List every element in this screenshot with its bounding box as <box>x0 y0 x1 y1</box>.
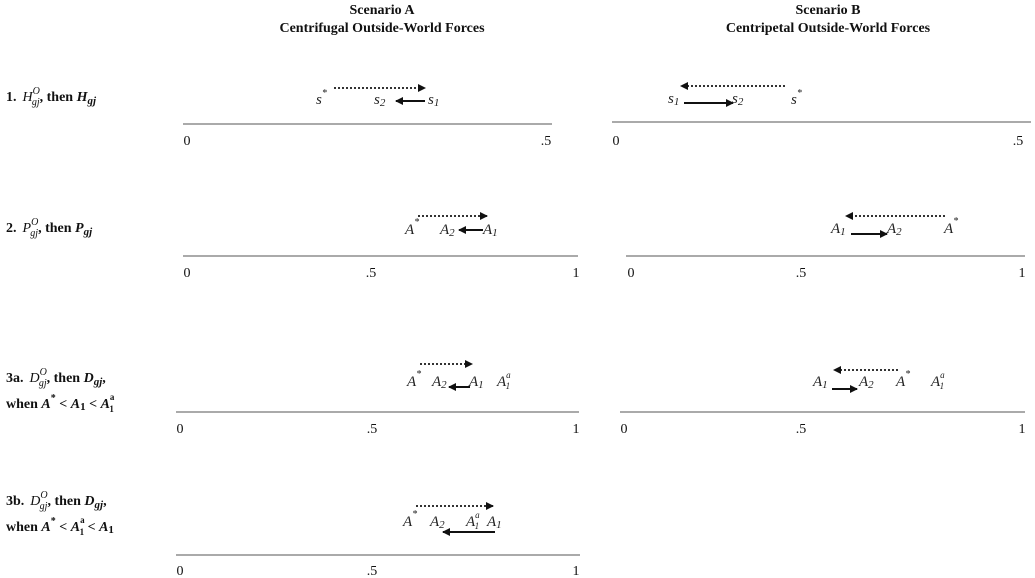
row3a-a-a1a: Aa 1 <box>496 370 511 391</box>
row2-a-tick-0: 0 <box>184 266 191 281</box>
row1-label: 1. HO gj, then Hgj <box>6 86 97 108</box>
row1-b-s2: s2 <box>732 91 744 108</box>
row2-b-tick-half: .5 <box>796 266 807 281</box>
row1-a-tick-half: .5 <box>541 134 552 149</box>
row2-a-a2: A2 <box>439 222 455 239</box>
row3b-label: 3b. DO gj, then Dgj, <box>6 490 107 512</box>
row2-b-a2: A2 <box>886 221 902 238</box>
scenario-a-title: Scenario A <box>350 3 416 18</box>
row1-b-tick-half: .5 <box>1013 134 1024 149</box>
row3a-b-a1: A1 <box>812 374 828 391</box>
scenario-a-subtitle: Centrifugal Outside-World Forces <box>279 21 485 36</box>
row3a-b-tick-0: 0 <box>621 422 628 437</box>
row3a-a-tick-0: 0 <box>177 422 184 437</box>
row2-b-tick-0: 0 <box>628 266 635 281</box>
row3a-a-a1: A1 <box>468 374 484 391</box>
row1-a-s-star: s* <box>316 88 327 108</box>
row3a-a-a-star: A* <box>406 369 421 390</box>
row1-b-s-star: s* <box>791 88 802 108</box>
row3a-a-a2: A2 <box>431 374 447 391</box>
row3b-a-a-star: A* <box>402 509 417 530</box>
row3b-a-tick-1: 1 <box>573 564 580 578</box>
row3a-b-a-star: A* <box>895 369 910 390</box>
row3a-b-a2: A2 <box>858 374 874 391</box>
row2-a-a1: A1 <box>482 222 498 239</box>
row3a-a-tick-half: .5 <box>367 422 378 437</box>
row3a-b-tick-half: .5 <box>796 422 807 437</box>
row3b-a-tick-0: 0 <box>177 564 184 578</box>
row1-b-s1: s1 <box>668 91 679 108</box>
row2-a-tick-1: 1 <box>573 266 580 281</box>
row1-a-s1: s1 <box>428 92 439 109</box>
row2-b-a-star: A* <box>943 216 958 237</box>
row2-a-a-star: A* <box>404 217 419 238</box>
row2-a-tick-half: .5 <box>366 266 377 281</box>
row3a-condition: when A* < A1 < Aa 1 <box>6 392 115 414</box>
row1-a-tick-0: 0 <box>184 134 191 149</box>
row3b-condition: when A* < Aa 1 < A1 <box>6 515 114 537</box>
row2-label: 2. PO gj, then Pgj <box>6 217 93 239</box>
row3a-a-tick-1: 1 <box>573 422 580 437</box>
row3a-b-a1a: Aa 1 <box>930 370 945 391</box>
row3b-a-a1: A1 <box>486 514 502 531</box>
scenario-b-title: Scenario B <box>796 3 861 18</box>
row1-b-tick-0: 0 <box>613 134 620 149</box>
row1-a-s2: s2 <box>374 92 386 109</box>
row3b-a-a1a: Aa 1 <box>465 510 480 531</box>
row3a-b-tick-1: 1 <box>1019 422 1026 437</box>
scenario-b-subtitle: Centripetal Outside-World Forces <box>726 21 931 36</box>
row3b-a-a2: A2 <box>429 514 445 531</box>
row2-b-tick-1: 1 <box>1019 266 1026 281</box>
row3a-label: 3a. DO gj, then Dgj, <box>6 367 106 389</box>
row3b-a-tick-half: .5 <box>367 564 378 578</box>
row2-b-a1: A1 <box>830 221 846 238</box>
